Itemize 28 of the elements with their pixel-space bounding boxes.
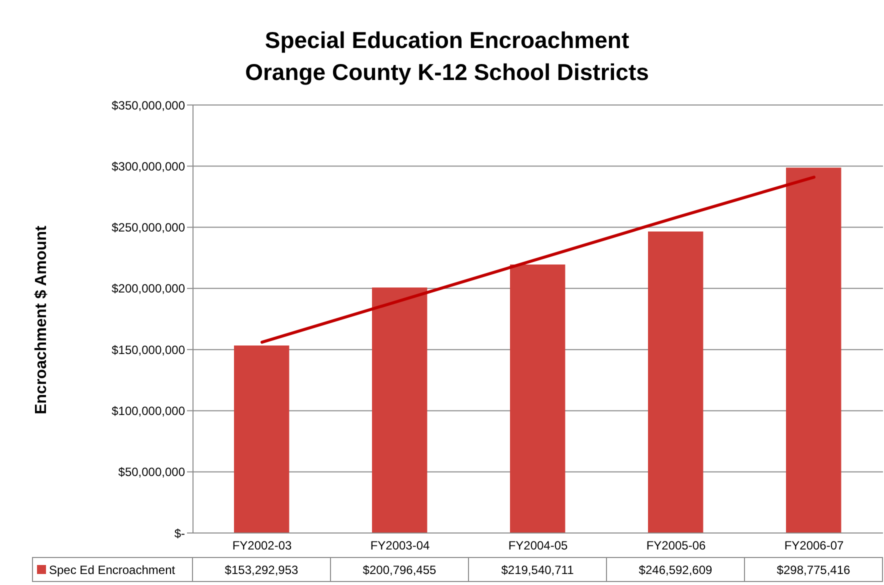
- data-label: $153,292,953: [193, 558, 331, 582]
- x-tick-label: FY2006-07: [784, 538, 844, 553]
- y-tick-label: $300,000,000: [112, 159, 186, 174]
- data-label: $298,775,416: [745, 558, 883, 582]
- bar: [648, 231, 704, 533]
- chart-subtitle: Orange County K-12 School Districts: [244, 58, 650, 87]
- x-tick-label: FY2002-03: [232, 538, 292, 553]
- x-tick-label: FY2003-04: [370, 538, 430, 553]
- bar: [510, 264, 566, 533]
- y-tick-label: $100,000,000: [112, 404, 186, 418]
- y-tick-label: $350,000,000: [112, 98, 186, 112]
- data-label: $246,592,609: [607, 558, 745, 582]
- bar: [786, 168, 842, 533]
- data-label: $219,540,711: [469, 558, 607, 582]
- y-tick-label: $150,000,000: [112, 342, 186, 357]
- x-tick-label: FY2005-06: [646, 538, 706, 553]
- y-axis-title: Encroachment $ Amount: [33, 226, 51, 414]
- bar: [234, 346, 290, 533]
- y-tick-label: $200,000,000: [112, 282, 186, 296]
- bar: [372, 287, 428, 533]
- y-tick-label: $-: [174, 526, 185, 540]
- y-tick-label: $250,000,000: [112, 220, 186, 235]
- y-tick-label: $50,000,000: [118, 465, 186, 480]
- x-tick-label: FY2004-05: [508, 538, 568, 553]
- chart-title: Special Education Encroachment: [264, 26, 630, 55]
- data-label: $200,796,455: [331, 558, 469, 582]
- line-series: [260, 176, 816, 344]
- legend-label: Spec Ed Encroachment: [49, 562, 176, 576]
